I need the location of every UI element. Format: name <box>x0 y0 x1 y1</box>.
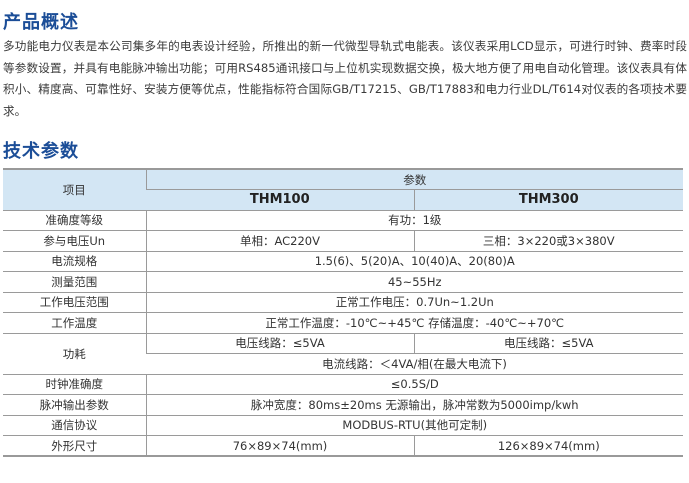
table-row: 工作电压范围 正常工作电压：0.7Un~1.2Un <box>3 292 683 313</box>
overview-title: 产品概述 <box>3 12 79 33</box>
row-value: 正常工作温度：-10℃~+45℃ 存储温度：-40℃~+70℃ <box>145 312 683 334</box>
row-label: 功耗 <box>3 333 146 375</box>
specs-table: 项目 参数 THM100 THM300 准确度等级 有功：1级 参与电压Un 单相：AC… <box>3 168 683 457</box>
row-value-thm300: 三相：3×220或3×380V <box>413 230 683 252</box>
row-label: 通信协议 <box>3 415 146 436</box>
row-label: 工作电压范围 <box>3 292 146 313</box>
table-row: 脉冲输出参数 脉冲宽度：80ms±20ms 无源输出，脉冲常数为5000imp/k… <box>3 394 683 416</box>
table-row: 功耗 电压线路：≤5VA 电压线路：≤5VA <box>3 333 683 375</box>
row-label: 脉冲输出参数 <box>3 394 146 416</box>
row-value: 电流线路：＜4VA/相(在最大电流下) <box>146 353 683 375</box>
table-row: 准确度等级 有功：1级 <box>3 210 683 231</box>
row-value: 1.5(6)、5(20)A、10(40)A、20(80)A <box>145 251 683 272</box>
overview-text: 多功能电力仪表是本公司集多年的电表设计经验，所推出的新一代微型导轨式电能表。该仪… <box>3 39 687 118</box>
header-model-thm100: THM100 <box>146 189 414 211</box>
table-row: 参与电压Un 单相：AC220V 三相：3×220或3×380V <box>3 230 683 252</box>
row-label: 电流规格 <box>3 251 146 272</box>
table-row: 通信协议 MODBUS-RTU(其他可定制) <box>3 415 683 436</box>
row-value: 45~55Hz <box>145 271 683 293</box>
row-value: 有功：1级 <box>145 210 683 231</box>
row-value-thm100: 76×89×74(mm) <box>145 435 414 457</box>
table-row: 电流线路：＜4VA/相(在最大电流下) <box>3 353 683 375</box>
specs-title: 技术参数 <box>3 141 79 162</box>
table-row: 测量范围 45~55Hz <box>3 271 683 293</box>
row-value: MODBUS-RTU(其他可定制) <box>145 415 683 436</box>
row-value-thm100: 单相：AC220V <box>145 230 414 252</box>
table-row: 外形尺寸 76×89×74(mm) 126×89×74(mm) <box>3 435 683 457</box>
table-row: 时钟准确度 ≤0.5S/D <box>3 374 683 395</box>
header-item: 项目 <box>3 169 146 211</box>
row-label: 参与电压Un <box>3 230 146 252</box>
table-row: 工作温度 正常工作温度：-10℃~+45℃ 存储温度：-40℃~+70℃ <box>3 312 683 334</box>
row-value: 脉冲宽度：80ms±20ms 无源输出，脉冲常数为5000imp/kwh <box>145 394 683 416</box>
row-value-thm300: 126×89×74(mm) <box>413 435 683 457</box>
row-value: ≤0.5S/D <box>145 374 683 395</box>
row-label: 工作温度 <box>3 312 146 334</box>
header-params: 参数 <box>145 169 683 190</box>
row-value: 正常工作电压：0.7Un~1.2Un <box>145 292 683 313</box>
table-row: 电流规格 1.5(6)、5(20)A、10(40)A、20(80)A <box>3 251 683 272</box>
row-label: 时钟准确度 <box>3 374 146 395</box>
row-label: 准确度等级 <box>3 210 146 231</box>
row-label: 外形尺寸 <box>3 435 146 457</box>
row-value-thm100: 电压线路：≤5VA <box>145 333 414 354</box>
row-value-thm300: 电压线路：≤5VA <box>413 333 683 354</box>
row-label: 测量范围 <box>3 271 146 293</box>
header-model-thm300: THM300 <box>413 189 683 211</box>
